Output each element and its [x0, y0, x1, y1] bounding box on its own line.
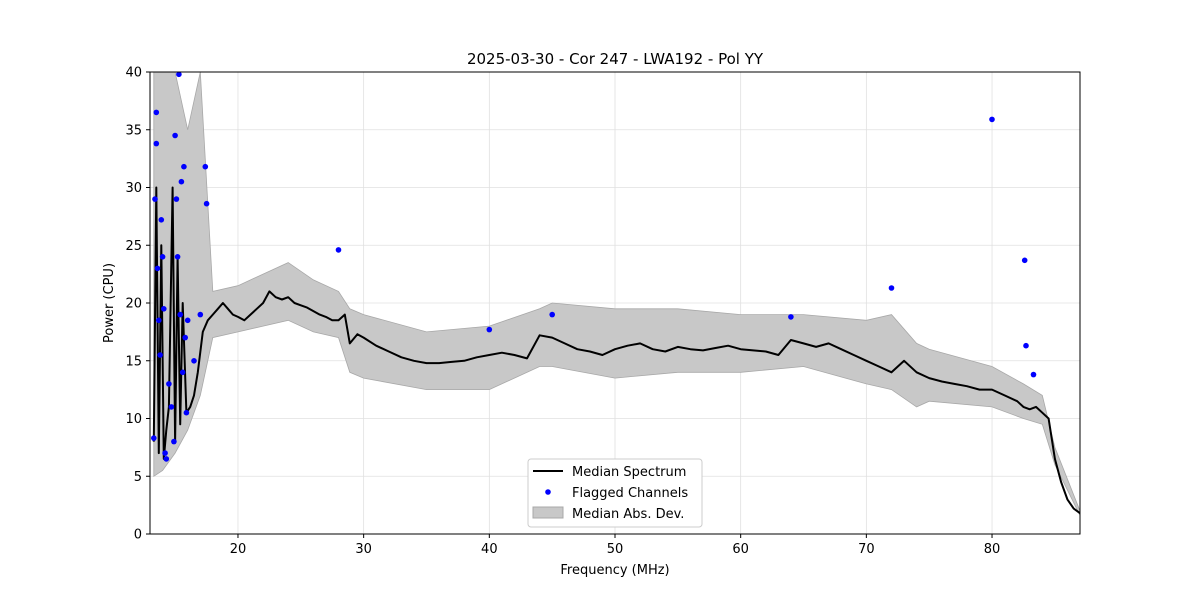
flagged-channel-point	[181, 163, 187, 170]
legend-label-median-abs-dev: Median Abs. Dev.	[572, 507, 684, 522]
flagged-channel-point	[203, 200, 210, 207]
flagged-channel-point	[184, 317, 191, 324]
flagged-channel-point	[177, 311, 183, 318]
flagged-channel-point	[1021, 257, 1028, 264]
flagged-channel-point	[173, 196, 180, 202]
x-tick-label: 50	[607, 542, 624, 557]
flagged-channel-point	[182, 334, 188, 341]
y-tick-label: 0	[134, 528, 142, 543]
flagged-channel-point	[1030, 371, 1037, 378]
flagged-channel-point	[549, 311, 555, 318]
flagged-channel-point	[151, 435, 157, 441]
legend-box	[527, 458, 703, 528]
flagged-channel-point	[161, 306, 167, 312]
flagged-channel-point	[1023, 342, 1029, 349]
y-tick-label: 40	[125, 66, 142, 81]
flagged-channel-point	[176, 71, 182, 78]
median-spectrum-line	[152, 186, 1081, 515]
y-tick-label: 35	[125, 123, 142, 138]
flagged-channel-point	[202, 163, 209, 170]
flagged-channel-point	[788, 314, 794, 320]
y-tick-label: 30	[125, 181, 142, 196]
flagged-channel-point	[486, 326, 493, 333]
x-tick-label: 30	[355, 542, 372, 557]
flagged-channel-point	[153, 109, 160, 116]
flagged-channel-point	[335, 247, 342, 253]
flagged-channel-point	[153, 140, 160, 147]
flagged-channel-point	[171, 438, 177, 445]
flagged-channel-point	[158, 217, 165, 223]
legend: Median Spectrum Flagged Channels Median …	[527, 458, 703, 528]
flagged-channel-point	[156, 317, 162, 324]
x-axis: 20 30 40 50 60 70 80	[230, 534, 1001, 557]
flagged-channel-point	[163, 456, 170, 462]
x-tick-label: 70	[858, 542, 875, 557]
flagged-channel-point	[178, 178, 185, 185]
flagged-channel-point	[162, 450, 168, 456]
x-tick-label: 60	[732, 542, 749, 557]
y-tick-label: 15	[125, 354, 142, 369]
flagged-channel-point	[168, 404, 175, 410]
x-tick-label: 80	[984, 542, 1001, 557]
x-tick-label: 40	[481, 542, 498, 557]
flagged-channel-point	[989, 116, 995, 123]
flagged-channel-point	[191, 358, 197, 364]
flagged-channel-point	[157, 352, 163, 358]
flagged-channel-point	[172, 132, 178, 139]
x-tick-label: 20	[230, 542, 247, 557]
y-axis: 0 5 10 15 20 25 30 35 40	[125, 66, 150, 543]
plot-area	[151, 71, 1081, 516]
y-axis-label: Power (CPU)	[102, 263, 117, 343]
flagged-channel-point	[159, 253, 166, 260]
flagged-channel-point	[166, 381, 172, 387]
x-axis-label: Frequency (MHz)	[560, 563, 669, 578]
y-tick-label: 20	[125, 297, 142, 312]
flagged-channel-point	[888, 285, 895, 291]
flagged-channel-point	[183, 409, 190, 416]
chart-title: 2025-03-30 - Cor 247 - LWA192 - Pol YY	[467, 50, 764, 68]
flagged-channel-point	[154, 265, 161, 272]
legend-marker-swatch	[545, 489, 551, 495]
y-tick-label: 10	[125, 412, 142, 427]
y-tick-label: 5	[134, 470, 142, 485]
legend-patch-swatch	[532, 506, 564, 519]
flagged-channel-point	[174, 253, 181, 260]
flagged-channel-point	[197, 311, 204, 318]
flagged-channel-point	[152, 196, 158, 202]
y-tick-label: 25	[125, 239, 142, 254]
legend-label-flagged-channels: Flagged Channels	[572, 486, 688, 501]
legend-label-median-spectrum: Median Spectrum	[572, 465, 686, 480]
flagged-channel-point	[179, 369, 186, 376]
